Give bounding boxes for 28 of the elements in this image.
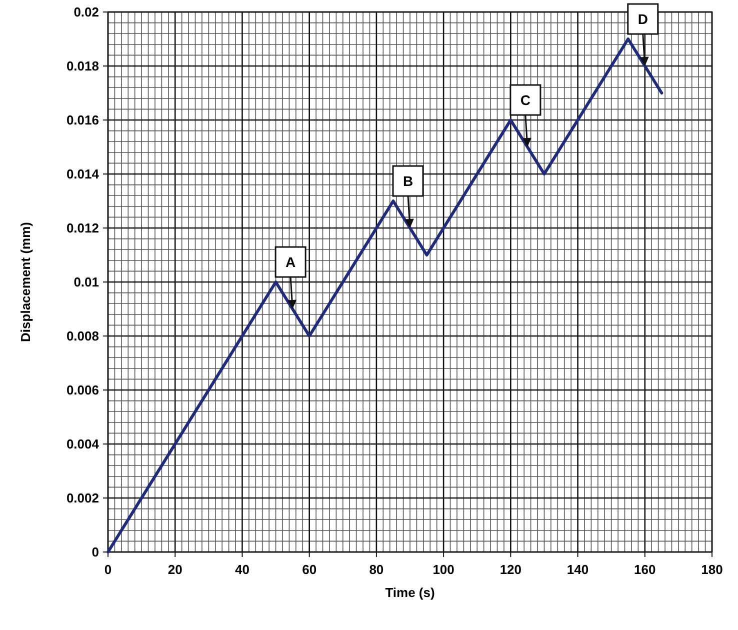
x-tick-label: 140 bbox=[566, 562, 589, 577]
x-tick-label: 160 bbox=[634, 562, 656, 577]
y-tick-label: 0.01 bbox=[74, 274, 99, 290]
y-tick-label: 0 bbox=[92, 544, 99, 560]
x-tick-label: 180 bbox=[701, 562, 723, 577]
annotation: C bbox=[520, 92, 531, 108]
y-tick-label: 0.006 bbox=[66, 382, 99, 398]
x-tick-label: 80 bbox=[369, 562, 384, 577]
y-tick-label: 0.018 bbox=[66, 58, 99, 74]
y-tick-label: 0.004 bbox=[66, 436, 100, 452]
x-tick-label: 100 bbox=[432, 562, 454, 577]
annotation: D bbox=[638, 11, 648, 27]
x-tick-label: 20 bbox=[168, 562, 182, 577]
y-tick-label: 0.008 bbox=[66, 328, 99, 344]
y-tick-label: 0.014 bbox=[66, 166, 100, 182]
x-tick-label: 40 bbox=[234, 562, 250, 577]
x-tick-label: 60 bbox=[302, 562, 317, 577]
line-series bbox=[106, 38, 664, 554]
y-tick-label: 0.02 bbox=[74, 4, 99, 20]
x-axis-title: Time (s) bbox=[385, 585, 435, 600]
y-tick-label: 0.012 bbox=[66, 220, 99, 236]
y-tick-label: 0.002 bbox=[66, 490, 99, 506]
annotation: B bbox=[402, 173, 414, 189]
annotation: A bbox=[285, 254, 296, 270]
y-axis-title: Displacement (mm) bbox=[18, 222, 33, 342]
x-tick-label: 120 bbox=[500, 562, 522, 577]
x-tick-label: 0 bbox=[104, 562, 112, 577]
y-tick-label: 0.016 bbox=[66, 112, 99, 128]
